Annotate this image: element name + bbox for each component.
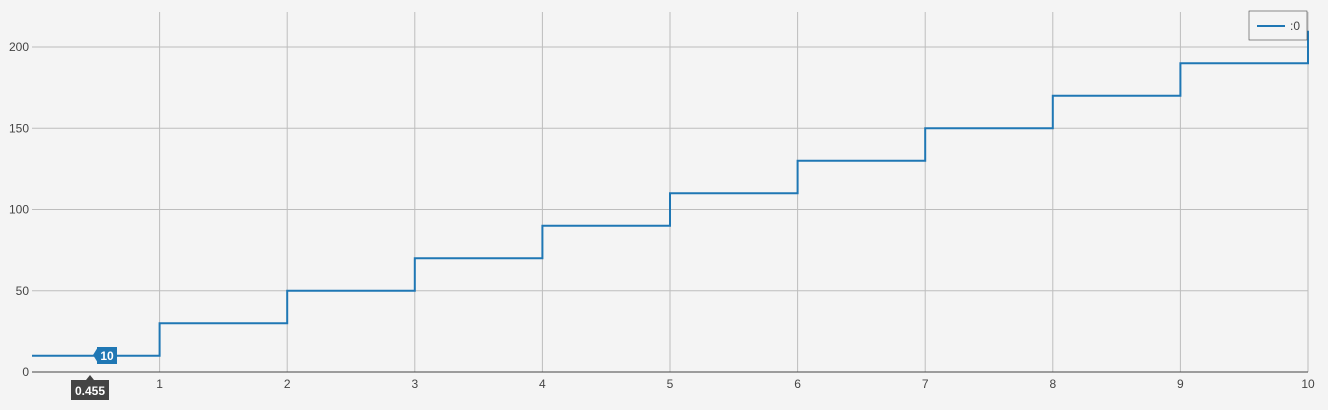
legend-label: :0 [1290,19,1300,33]
hover-x-box [71,380,109,400]
y-tick-label: 50 [16,284,30,298]
x-tick-label: 10 [1301,377,1315,391]
y-tick-label: 100 [9,203,29,217]
x-tick-label: 2 [284,377,291,391]
hover-x-label: 0.455 [75,384,105,398]
y-tick-label: 200 [9,40,29,54]
y-tick-label: 0 [22,365,29,379]
x-tick-label: 6 [794,377,801,391]
y-tick-label: 150 [9,121,29,135]
hover-y-box [97,347,117,364]
series [32,30,1309,357]
x-tick-label: 1 [156,377,163,391]
x-tick-label: 8 [1049,377,1056,391]
hover-y-pointer [93,347,98,363]
x-tick-label: 4 [539,377,546,391]
x-tick-label: 3 [411,377,418,391]
x-tick-label: 7 [922,377,929,391]
x-tick-label: 9 [1177,377,1184,391]
legend[interactable]: :0 [1248,10,1308,41]
hover-x-pointer [86,375,94,380]
hover-labels: 10 0.455 [71,347,117,400]
hover-y-label: 10 [100,349,114,363]
series-line [32,30,1309,357]
x-tick-label: 5 [667,377,674,391]
